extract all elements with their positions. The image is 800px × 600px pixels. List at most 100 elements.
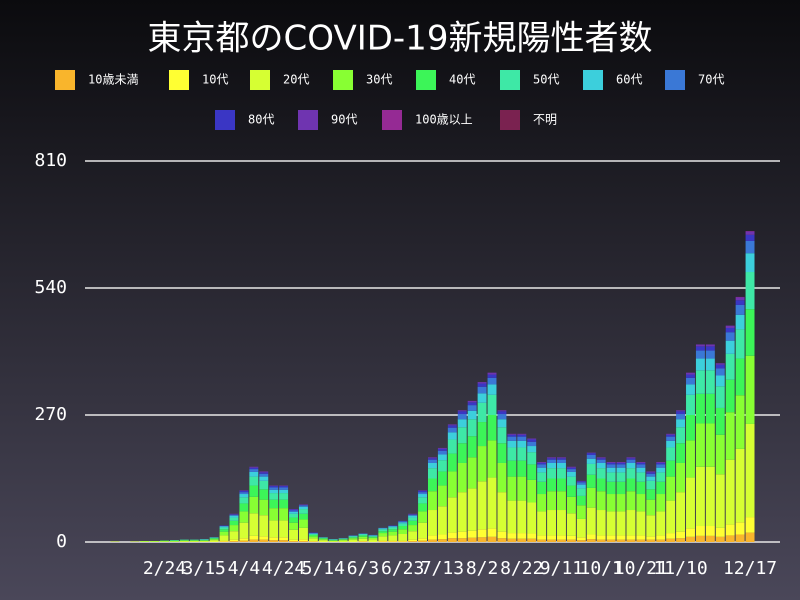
- legend-swatch: [169, 70, 189, 90]
- bar-segment: [408, 517, 418, 521]
- bar-segment: [646, 480, 656, 490]
- bar-segment: [517, 434, 527, 437]
- legend-swatch: [500, 110, 520, 130]
- bar-segment: [686, 415, 695, 441]
- bar-segment: [596, 457, 606, 459]
- bar-segment: [249, 496, 259, 514]
- bar-segment: [626, 510, 636, 536]
- bar-segment: [735, 329, 745, 359]
- bar-segment: [646, 489, 656, 500]
- bar-segment: [557, 539, 566, 542]
- bar-segment: [437, 471, 447, 486]
- bar-segment: [418, 490, 428, 493]
- bar-segment: [636, 539, 646, 542]
- bar-segment: [249, 476, 259, 486]
- bar-segment: [636, 494, 646, 512]
- bar-segment: [477, 383, 487, 387]
- bar-segment: [447, 532, 457, 539]
- bar-segment: [497, 427, 507, 444]
- bar-segment: [695, 350, 705, 359]
- bar-segment: [229, 539, 239, 542]
- bar-segment: [219, 526, 229, 528]
- bar-segment: [249, 467, 259, 470]
- bar-segment: [209, 540, 219, 542]
- bar-segment: [467, 457, 477, 489]
- bar-segment: [378, 531, 388, 534]
- bar-segment: [507, 533, 517, 539]
- bar-segment: [616, 472, 626, 482]
- bar-segment: [507, 460, 517, 477]
- bar-segment: [358, 534, 368, 536]
- bar-segment: [715, 474, 725, 528]
- bar-segment: [735, 522, 745, 535]
- bar-segment: [695, 423, 705, 467]
- bar-segment: [427, 457, 437, 459]
- bar-segment: [566, 535, 576, 540]
- bar-segment: [229, 541, 239, 542]
- bar-segment: [666, 440, 676, 448]
- bar-segment: [576, 484, 586, 489]
- y-tick-label: 0: [56, 531, 67, 552]
- bar-segment: [388, 535, 398, 541]
- bar-segment: [437, 539, 447, 542]
- bar-segment: [447, 439, 457, 454]
- legend-label: 100歳以上: [415, 113, 473, 127]
- bar-segment: [715, 536, 725, 542]
- bar-segment: [656, 481, 666, 495]
- legend-label: 80代: [248, 113, 274, 127]
- bar-segment: [289, 517, 298, 523]
- legend-label: 60代: [616, 73, 642, 87]
- bar-segment: [487, 528, 497, 537]
- bar-segment: [656, 511, 666, 536]
- bar-segment: [437, 454, 447, 461]
- bar-segment: [676, 538, 686, 542]
- bar-segment: [507, 476, 517, 501]
- bar-segment: [676, 492, 686, 532]
- bar-segment: [606, 462, 616, 463]
- bar-segment: [467, 419, 477, 437]
- bar-segment: [537, 464, 547, 468]
- bar-segment: [705, 346, 715, 351]
- bar-segment: [427, 462, 437, 469]
- bar-segment: [686, 372, 695, 375]
- bar-segment: [189, 541, 199, 542]
- bar-segment: [745, 253, 755, 273]
- bar-segment: [289, 541, 298, 542]
- bar-segment: [735, 304, 745, 315]
- bar-segment: [477, 386, 487, 394]
- bar-segment: [695, 393, 705, 424]
- bar-segment: [686, 377, 695, 385]
- bar-segment: [239, 540, 249, 542]
- bar-segment: [279, 486, 289, 488]
- bar-segment: [705, 350, 715, 359]
- bar-segment: [348, 538, 358, 540]
- bar-segment: [487, 440, 497, 478]
- bar-segment: [547, 458, 557, 460]
- bar-segment: [586, 534, 596, 540]
- bar-segment: [269, 493, 279, 500]
- bar-segment: [586, 454, 596, 459]
- bar-segment: [656, 472, 666, 482]
- bar-segment: [279, 520, 289, 538]
- bar-segment: [487, 536, 497, 542]
- bar-segment: [467, 400, 477, 403]
- x-tick-label: 7/13: [421, 558, 464, 579]
- bar-segment: [328, 541, 338, 542]
- bar-segment: [398, 529, 408, 535]
- bar-segment: [487, 477, 497, 529]
- bar-segment: [447, 424, 457, 426]
- bar-segment: [497, 419, 507, 428]
- bar-segment: [467, 410, 477, 420]
- bar-segment: [656, 535, 666, 540]
- bar-segment: [547, 535, 557, 540]
- bar-segment: [666, 433, 676, 435]
- bar-segment: [269, 489, 279, 494]
- bar-segment: [666, 434, 676, 437]
- bar-segment: [646, 536, 656, 540]
- bar-segment: [557, 457, 566, 459]
- bar-segment: [507, 500, 517, 534]
- bar-segment: [676, 462, 686, 493]
- bar-segment: [557, 459, 566, 463]
- bar-segment: [686, 384, 695, 395]
- bar-segment: [408, 515, 418, 518]
